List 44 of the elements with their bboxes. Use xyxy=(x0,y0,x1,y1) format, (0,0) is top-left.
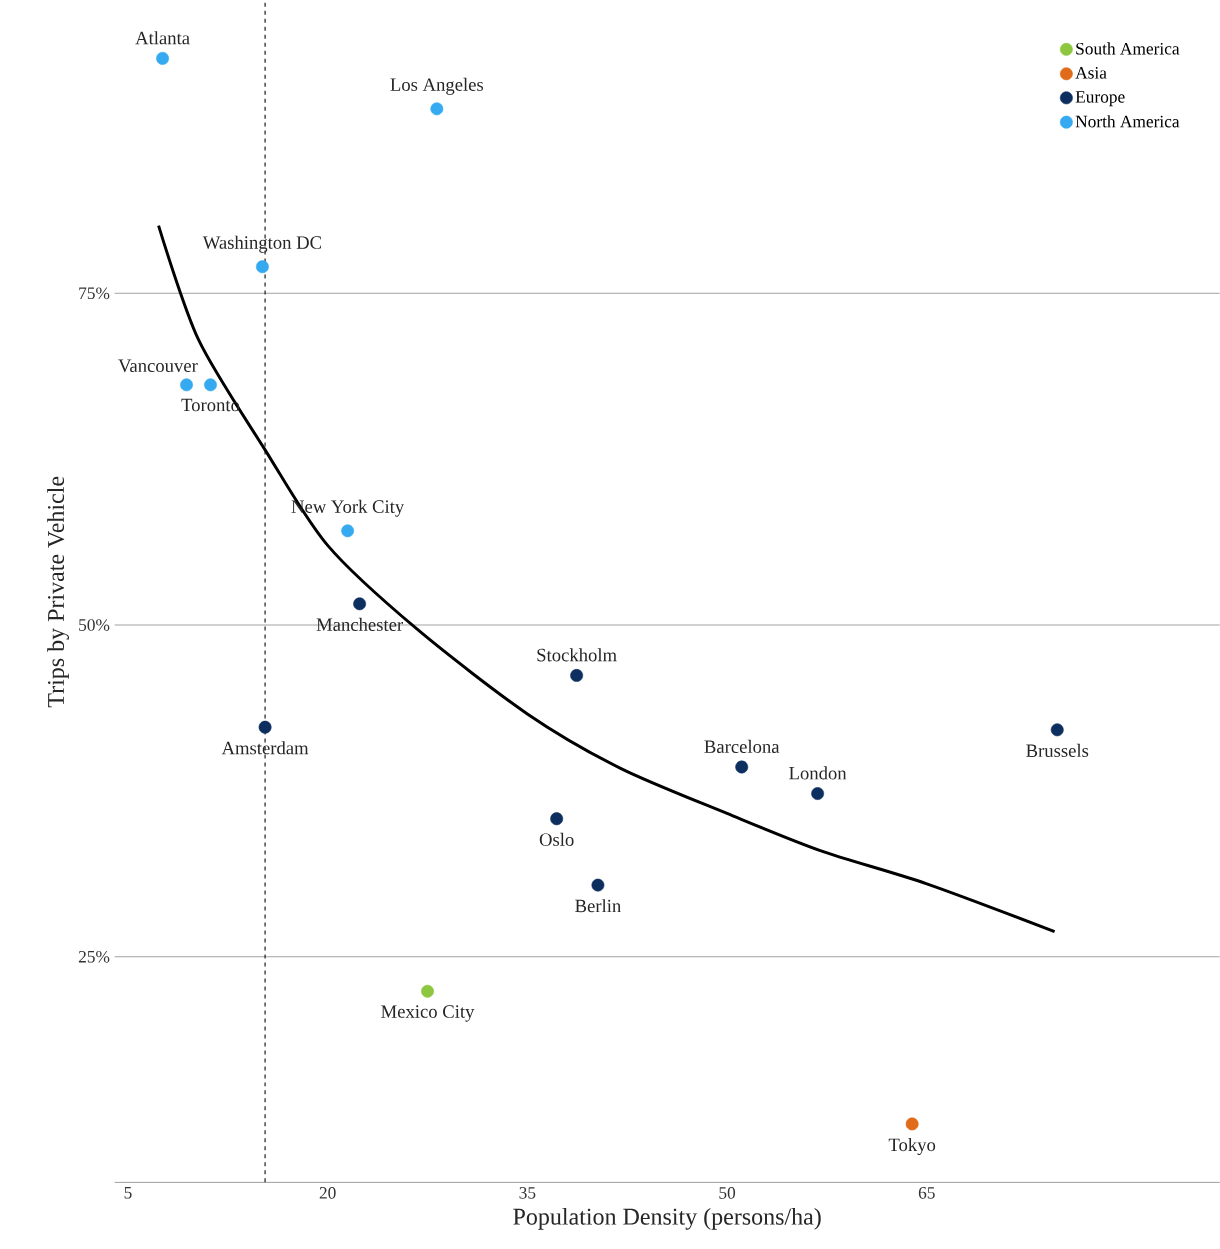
point xyxy=(735,760,749,774)
legend-label: Europe xyxy=(1075,91,1125,107)
point xyxy=(550,812,564,826)
legend-label: North America xyxy=(1075,115,1180,128)
annotation: Vancouver xyxy=(118,359,198,373)
x-tick-label: 5 xyxy=(124,1187,132,1199)
legend-label: South America xyxy=(1076,42,1180,55)
annotation: Manchester xyxy=(316,617,403,631)
point xyxy=(156,51,169,65)
point xyxy=(258,720,272,734)
y-tick-label: 75% xyxy=(79,287,110,300)
point xyxy=(811,787,824,800)
annotation: Atlanta xyxy=(135,31,190,45)
annotation: Amsterdam xyxy=(221,741,309,755)
x-tick-label: 20 xyxy=(319,1187,336,1199)
annotation: Oslo xyxy=(539,832,574,846)
annotation: Barcelona xyxy=(704,739,780,753)
point xyxy=(180,378,193,392)
point xyxy=(204,378,217,392)
point xyxy=(341,524,355,538)
y-axis-title: Trips by Private Vehicle xyxy=(47,476,70,708)
y-tick-label: 25% xyxy=(78,950,110,963)
annotation: Los Angeles xyxy=(390,77,484,95)
point xyxy=(591,878,605,892)
point xyxy=(430,102,444,116)
point xyxy=(905,1117,919,1131)
point xyxy=(256,260,269,274)
legend-label: Asia xyxy=(1075,67,1107,79)
annotation: London xyxy=(789,766,847,780)
point xyxy=(353,597,367,611)
x-axis-title: Population Density (persons/ha) xyxy=(513,1207,821,1230)
annotation: Stockholm xyxy=(537,648,617,662)
point xyxy=(1050,723,1064,737)
y-tick-label: 50% xyxy=(79,619,110,631)
annotation: Washington DC xyxy=(202,235,322,253)
x-tick-label: 65 xyxy=(918,1187,935,1199)
point xyxy=(421,984,434,998)
annotation: Brussels xyxy=(1026,743,1089,758)
annotation: Mexico City xyxy=(381,1005,475,1022)
x-tick-label: 35 xyxy=(519,1187,536,1199)
point xyxy=(570,669,584,682)
annotation: Tokyo xyxy=(888,1137,936,1155)
x-tick-label: 50 xyxy=(719,1187,736,1199)
annotation: Berlin xyxy=(575,899,621,913)
